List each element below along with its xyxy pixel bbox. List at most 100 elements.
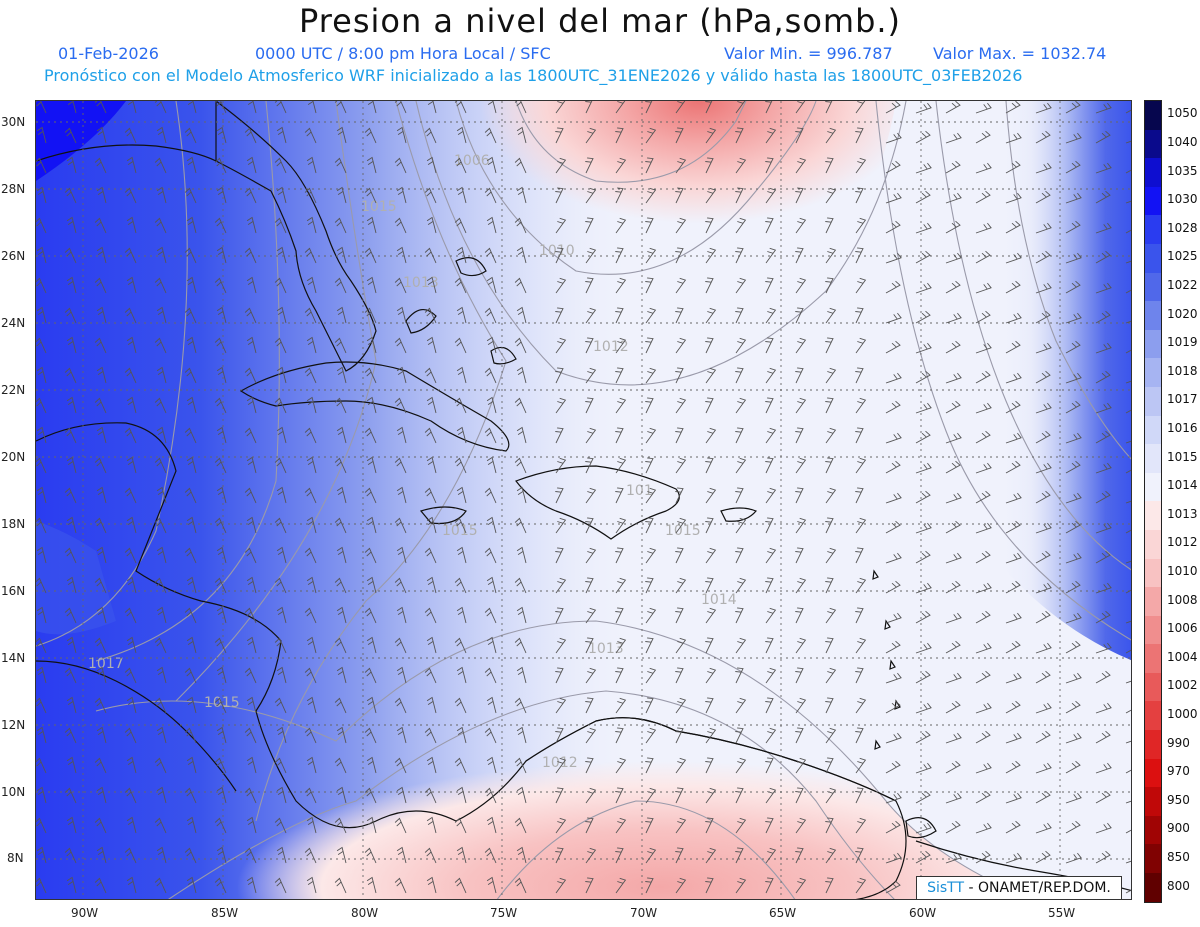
- wind-barb: [975, 402, 992, 414]
- wind-barb: [1095, 370, 1111, 384]
- wind-barb: [1005, 552, 1022, 564]
- wind-barb: [1035, 582, 1052, 594]
- wind-barb: [456, 606, 467, 624]
- wind-barb: [456, 726, 467, 744]
- wind-barb: [394, 337, 407, 354]
- wind-barb: [184, 667, 197, 684]
- wind-barb: [765, 877, 774, 894]
- wind-barb: [735, 487, 744, 504]
- coastlines: [36, 101, 1131, 899]
- wind-barb: [276, 786, 287, 804]
- wind-barb: [366, 216, 377, 234]
- wind-barb: [366, 576, 377, 594]
- wind-barb: [64, 247, 77, 264]
- wind-barb: [156, 246, 167, 264]
- contour-label: 1012: [593, 339, 629, 355]
- wind-barb: [486, 156, 497, 174]
- wind-barb: [244, 607, 257, 624]
- wind-barb: [645, 157, 654, 174]
- wind-barb: [184, 187, 197, 204]
- wind-barb: [216, 126, 227, 144]
- wind-barb: [64, 427, 77, 444]
- wind-barb: [334, 697, 347, 714]
- wind-barb: [424, 307, 437, 324]
- wind-barb: [514, 157, 527, 174]
- wind-barb: [795, 787, 804, 804]
- wind-barb: [675, 547, 684, 564]
- wind-barb: [615, 487, 624, 504]
- wind-barb: [885, 220, 901, 234]
- wind-barb: [945, 400, 961, 414]
- wind-barb: [645, 847, 657, 864]
- colorbar-label: 1022: [1167, 277, 1198, 292]
- wind-barb: [424, 667, 437, 684]
- wind-barb: [454, 517, 467, 534]
- wind-barb: [915, 342, 932, 354]
- wind-barb: [585, 101, 593, 114]
- wind-barb: [244, 847, 257, 864]
- wind-barb: [585, 697, 594, 714]
- wind-barb: [795, 667, 804, 684]
- wind-barb: [307, 101, 317, 114]
- wind-barb: [154, 757, 167, 774]
- colorbar-segment: [1145, 101, 1161, 130]
- wind-barb: [705, 397, 714, 414]
- wind-barb: [1095, 642, 1112, 654]
- wind-barb: [675, 367, 684, 384]
- wind-barb: [126, 576, 137, 594]
- wind-barb: [735, 727, 744, 744]
- wind-barb: [244, 427, 257, 444]
- wind-barb: [1035, 162, 1052, 174]
- lon-label: 60W: [909, 906, 937, 920]
- wind-barb: [975, 130, 991, 144]
- wind-barb: [735, 187, 744, 204]
- wind-barb: [154, 697, 167, 714]
- wind-barb: [945, 672, 962, 684]
- wind-barb: [214, 877, 227, 894]
- wind-barb: [825, 547, 837, 564]
- wind-barb: [645, 457, 654, 474]
- colorbar-label: 1002: [1167, 678, 1198, 693]
- wind-barb: [825, 817, 834, 834]
- wind-barb: [645, 637, 654, 654]
- wind-barb: [855, 247, 864, 264]
- wind-barb: [735, 157, 747, 174]
- wind-barb: [885, 372, 902, 384]
- wind-barb: [615, 547, 624, 564]
- wind-barb: [36, 397, 47, 414]
- wind-barb: [585, 277, 594, 294]
- forecast-time: 0000 UTC / 8:00 pm Hora Local / SFC: [255, 44, 551, 63]
- wind-barb: [615, 457, 627, 474]
- wind-barb: [915, 850, 931, 864]
- wind-barb: [975, 850, 991, 864]
- wind-barb: [516, 606, 527, 624]
- wind-barb: [454, 157, 467, 174]
- wind-barb: [795, 427, 804, 444]
- colorbar-label: 1004: [1167, 649, 1198, 664]
- wind-barb: [885, 760, 901, 774]
- colorbar-label: 1016: [1167, 420, 1198, 435]
- wind-barb: [675, 877, 687, 894]
- wind-barb: [915, 190, 931, 204]
- wind-barb: [645, 607, 657, 624]
- wind-barb: [555, 337, 567, 354]
- wind-barb: [454, 101, 467, 114]
- wind-barb: [126, 276, 137, 294]
- wind-barb: [1035, 282, 1052, 294]
- wind-barb: [975, 310, 991, 324]
- wind-barb: [675, 337, 687, 354]
- wind-barb: [274, 877, 287, 894]
- wind-barb: [154, 637, 167, 654]
- wind-barb: [645, 787, 657, 804]
- wind-barb: [885, 732, 902, 744]
- wind-barb: [516, 726, 527, 744]
- colorbar-label: 950: [1167, 792, 1190, 807]
- wind-barb: [366, 156, 377, 174]
- wind-barb: [486, 696, 497, 714]
- colorbar-label: 1012: [1167, 535, 1198, 550]
- wind-barb: [1065, 132, 1082, 144]
- wind-barb: [514, 457, 527, 474]
- lat-label: 20N: [1, 450, 26, 464]
- colorbar-segment: [1145, 301, 1161, 330]
- wind-barb: [795, 101, 806, 114]
